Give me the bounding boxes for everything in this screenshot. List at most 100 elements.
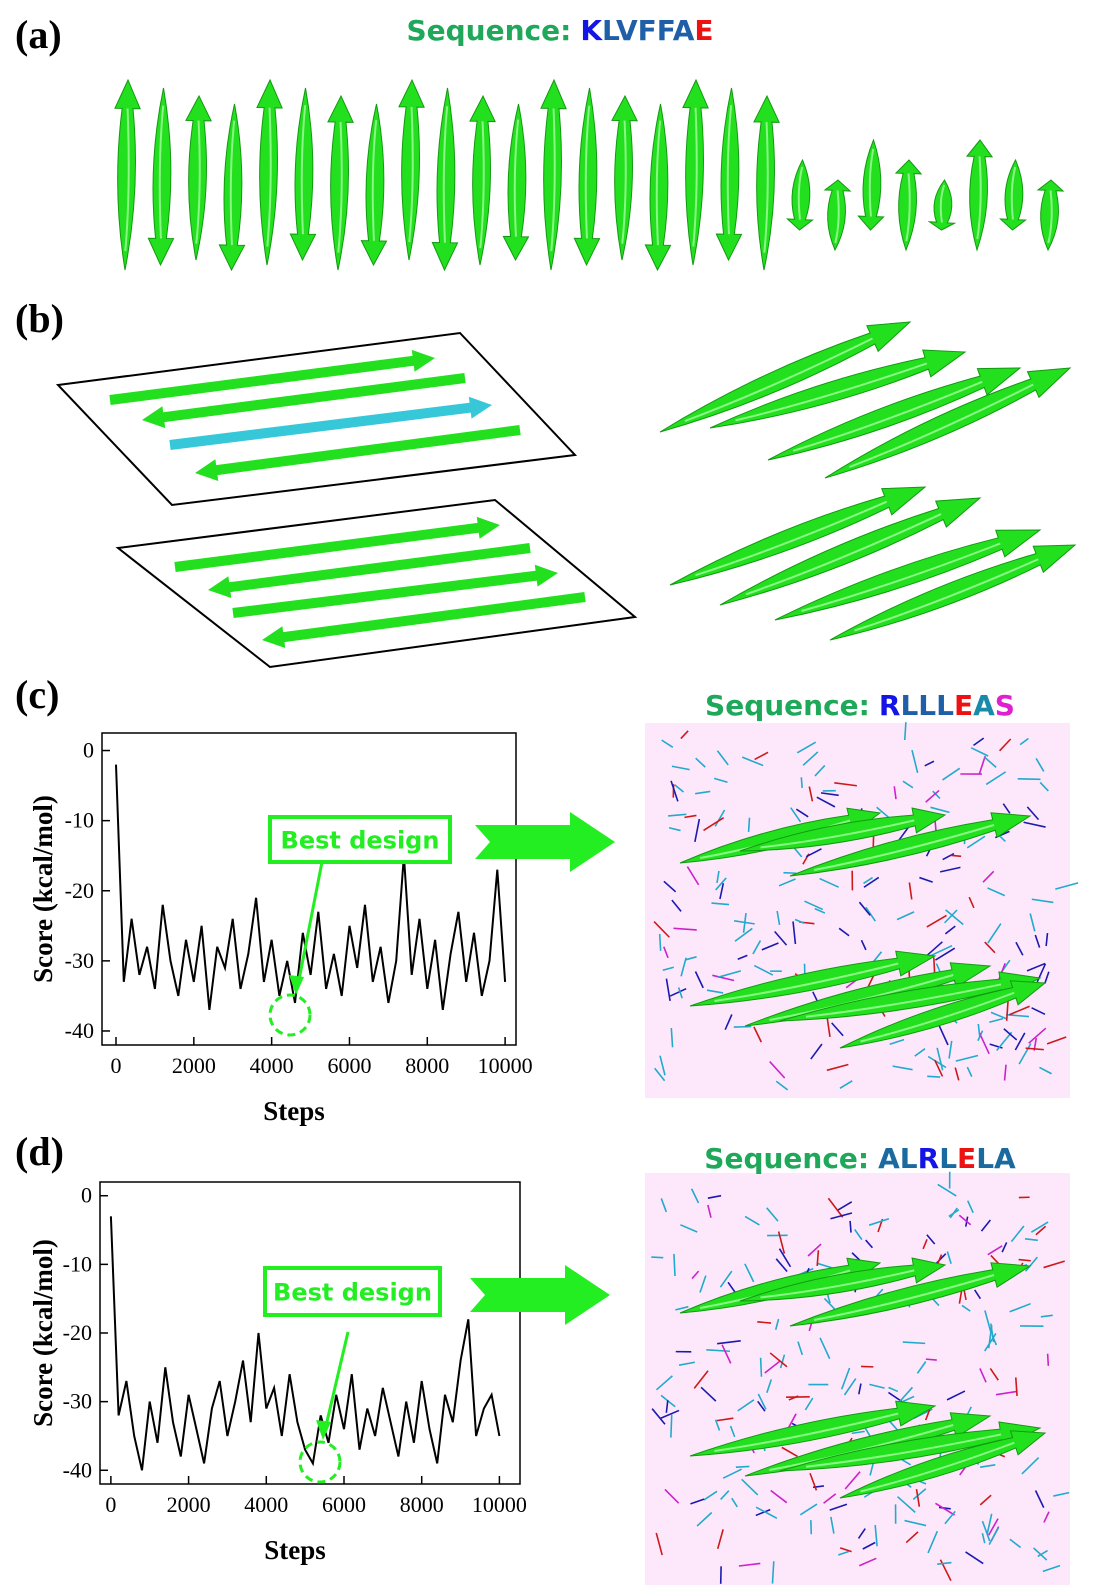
side-chain [830, 1212, 853, 1220]
strand-highlight [655, 120, 662, 246]
side-chain [655, 1375, 673, 1391]
side-chain [911, 749, 919, 773]
side-chain [670, 780, 679, 802]
strand-highlight [513, 119, 520, 237]
side-chain [843, 1378, 857, 1396]
side-chain [715, 877, 727, 891]
side-chain [695, 757, 706, 768]
side-chain [671, 899, 682, 912]
side-chain [966, 1200, 974, 1214]
side-chain [925, 1358, 937, 1361]
side-chain [990, 1011, 1007, 1020]
strand-highlight [905, 173, 911, 242]
strand [839, 980, 1047, 1049]
x-tick-label: 4000 [244, 1492, 288, 1517]
side-chain [1046, 1036, 1067, 1045]
side-chain [663, 880, 677, 893]
side-chain [1044, 971, 1050, 984]
side-chain [981, 1532, 986, 1544]
side-chain [673, 1253, 676, 1277]
strand-highlight [195, 120, 201, 244]
strand-highlight [834, 190, 840, 244]
flat-strand [232, 570, 539, 618]
flat-strand [281, 592, 586, 643]
strand-highlight [792, 380, 983, 452]
strand-highlight [692, 107, 698, 247]
side-chain [794, 918, 805, 924]
side-chain [716, 1417, 734, 1422]
x-tick-label: 4000 [250, 1053, 294, 1078]
side-chain [836, 1201, 853, 1212]
side-chain [703, 817, 725, 832]
side-chain [694, 971, 704, 989]
side-chain [896, 911, 915, 921]
side-chain [966, 835, 986, 849]
side-chain [1031, 1007, 1046, 1016]
flat-arrowhead [208, 576, 232, 599]
side-chain [858, 901, 871, 916]
side-chain [711, 902, 730, 906]
annotation-arrowhead [289, 975, 304, 995]
strand [256, 78, 283, 266]
side-chain [769, 1352, 788, 1368]
side-chain [1015, 941, 1024, 956]
side-chain [654, 1067, 666, 1082]
x-tick-label: 0 [111, 1053, 122, 1078]
side-chain [816, 1250, 820, 1267]
strand [540, 78, 567, 271]
side-chain [757, 1393, 767, 1410]
side-chain [989, 1017, 1004, 1024]
side-chain [935, 1502, 956, 1516]
side-chain [695, 790, 711, 795]
side-chain [1039, 781, 1049, 792]
side-chain [838, 927, 850, 937]
residue: R [879, 689, 901, 722]
side-chain [678, 1361, 696, 1366]
side-chain [788, 1395, 799, 1401]
flat-arrowhead [476, 516, 500, 539]
side-chain [827, 1197, 844, 1218]
side-chain [719, 1270, 733, 1288]
side-chain [717, 970, 742, 979]
flat-strand [161, 373, 466, 423]
sequence-label: Sequence: [704, 1142, 869, 1175]
strand-highlight [745, 513, 942, 596]
y-tick-label: -20 [65, 878, 94, 903]
score-line [115, 764, 507, 1011]
side-chain [1040, 1314, 1053, 1318]
side-chain [1003, 1064, 1007, 1081]
side-chain [916, 1361, 927, 1374]
strand-highlight [266, 107, 272, 247]
side-chain [986, 1513, 993, 1535]
side-chain [939, 866, 961, 873]
side-chain [944, 909, 958, 924]
side-chain [755, 1506, 778, 1520]
side-chain [793, 847, 803, 858]
strand-highlight [976, 156, 982, 240]
molecule-drawings [109, 78, 1079, 1584]
strand-highlight [854, 558, 1039, 632]
side-chain [1009, 1302, 1031, 1313]
side-chain [719, 883, 725, 900]
x-tick-label: 6000 [327, 1053, 371, 1078]
side-chain [965, 1551, 984, 1565]
side-chain [703, 1490, 718, 1501]
side-chain [774, 1318, 780, 1330]
panel-arrow [470, 1265, 610, 1325]
side-chain [665, 1400, 669, 1413]
side-chain [1014, 1377, 1018, 1396]
strand [611, 94, 638, 261]
y-tick-label: -40 [65, 1018, 94, 1043]
strand [719, 497, 982, 606]
strand [839, 1430, 1047, 1499]
strand [679, 1257, 882, 1314]
side-chain [830, 1516, 835, 1534]
side-chain [893, 786, 897, 800]
side-chain [1045, 932, 1049, 947]
side-chain [1024, 1238, 1038, 1242]
sheet-plane [55, 331, 578, 507]
strand-highlight [760, 1269, 915, 1299]
side-chain [690, 1188, 700, 1204]
side-chain [660, 1198, 668, 1213]
